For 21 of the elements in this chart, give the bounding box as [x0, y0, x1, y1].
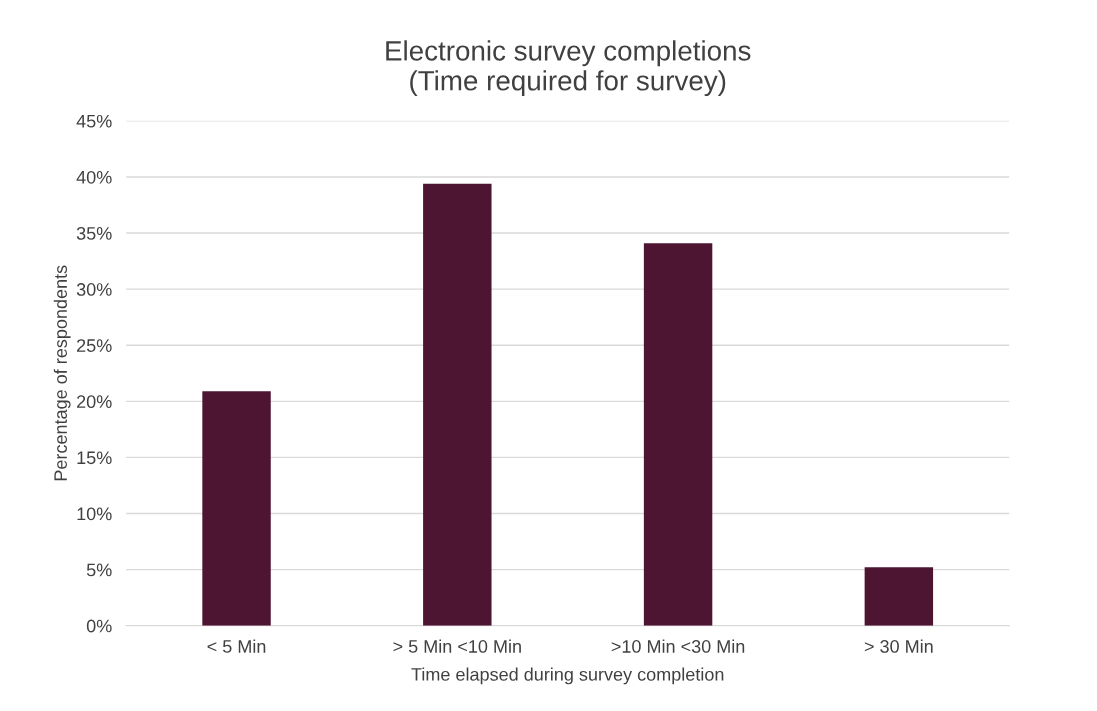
x-tick-label: > 30 Min: [864, 639, 933, 653]
y-tick-label: 40%: [76, 170, 112, 184]
bar: [864, 567, 934, 626]
x-tick-label: < 5 Min: [207, 639, 266, 653]
bar: [423, 183, 492, 626]
y-tick-label: 15%: [77, 451, 112, 465]
bar: [202, 391, 271, 626]
y-tick-label: 35%: [76, 226, 112, 240]
y-axis-title: Percentage of respondents: [53, 265, 71, 481]
y-tick-label: 5%: [86, 563, 112, 577]
x-tick-label: >10 Min <30 Min: [611, 639, 745, 653]
y-tick-label: 20%: [77, 395, 112, 409]
chart-title: Electronic survey completions (Time required for survey): [386, 40, 751, 97]
y-tick-label: 45%: [76, 114, 112, 128]
y-tick-label: 25%: [77, 339, 112, 352]
x-tick-label: > 5 Min <10 Min: [393, 639, 521, 653]
bar: [643, 243, 713, 626]
y-tick-label: 0%: [86, 619, 112, 633]
y-tick-label: 10%: [77, 507, 112, 521]
x-axis-title: Time elapsed during survey completion: [411, 667, 724, 685]
y-tick-label: 30%: [76, 283, 112, 296]
